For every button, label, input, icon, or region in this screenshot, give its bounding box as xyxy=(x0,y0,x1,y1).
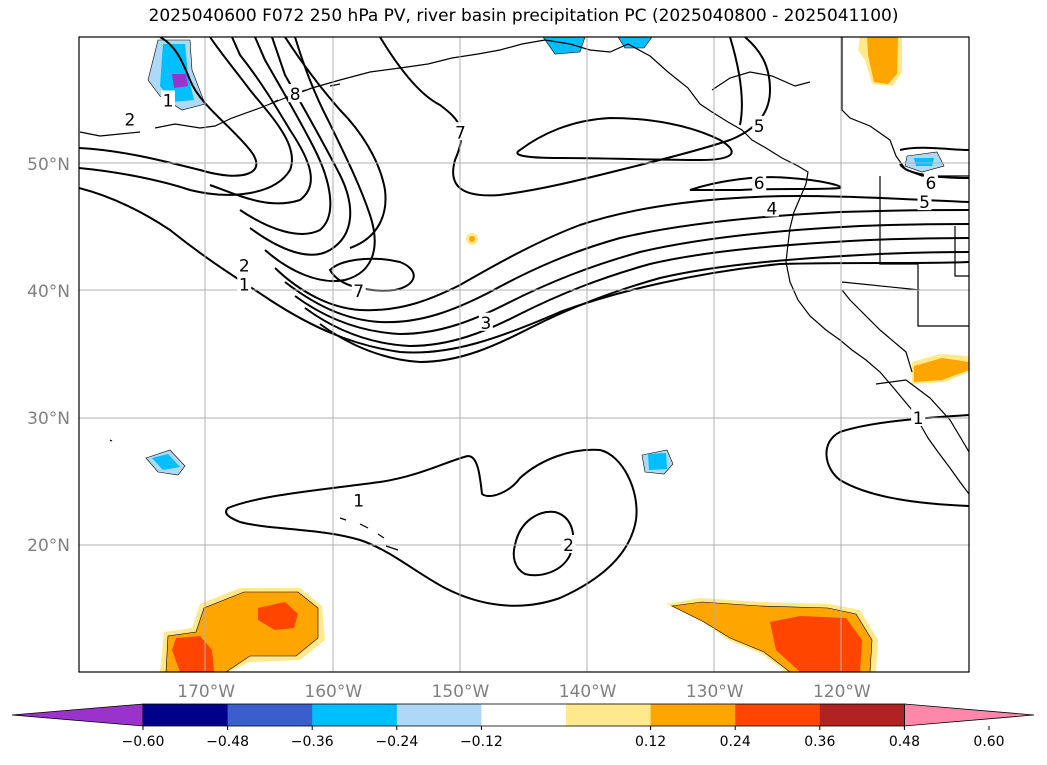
precip-neg-core xyxy=(172,74,188,88)
contour-label-bg xyxy=(237,274,252,293)
colorbar-segment xyxy=(735,704,821,726)
contour-label-bg xyxy=(478,312,493,331)
contour-label-bg xyxy=(237,255,252,274)
colorbar: −0.60 −0.48 −0.36 −0.24 −0.12 0.12 0.24 0.36 0.4… xyxy=(11,703,1035,750)
lon-tick-label: 170°W xyxy=(177,682,235,702)
lon-tick-label: 160°W xyxy=(304,682,362,702)
contour-label: 5 xyxy=(754,117,765,137)
contour-label: 1 xyxy=(353,492,364,512)
precip-neg-patch xyxy=(914,158,934,166)
map-frame xyxy=(78,36,970,673)
contour-label: 1 xyxy=(163,92,174,112)
contour-label-bg xyxy=(752,115,767,134)
colorbar-arrow-low xyxy=(11,703,144,727)
precipitation-shading xyxy=(145,37,969,672)
lon-tick-label: 120°W xyxy=(813,682,871,702)
colorbar-tick-label: −0.24 xyxy=(375,734,418,750)
colorbar-segment xyxy=(143,704,229,726)
colorbar-segment xyxy=(566,704,652,726)
colorbar-tick-label: 0.36 xyxy=(804,734,835,750)
contour-label-bg xyxy=(764,198,779,217)
lon-tick-label: 140°W xyxy=(559,682,617,702)
colorbar-tick-label: 0.60 xyxy=(973,734,1004,750)
precip-pos-patch xyxy=(469,236,475,242)
colorbar-tick-label: −0.60 xyxy=(122,734,165,750)
precip-pos-core xyxy=(258,602,298,630)
map-title: 2025040600 F072 250 hPa PV, river basin … xyxy=(148,6,899,26)
lon-tick-label: 130°W xyxy=(686,682,744,702)
contour-label-bg xyxy=(561,535,576,553)
colorbar-segment xyxy=(481,704,567,726)
contour-label: 8 xyxy=(290,85,301,105)
pv-contours xyxy=(79,37,969,607)
colorbar-tick-label: −0.12 xyxy=(460,734,503,750)
contour-label: 2 xyxy=(239,257,250,277)
contour-label-bg xyxy=(752,173,767,192)
contour-label: 5 xyxy=(919,193,930,213)
contour-label: 1 xyxy=(913,409,924,429)
contour-label: 6 xyxy=(754,174,765,194)
lat-tick-label: 30°N xyxy=(27,409,70,429)
colorbar-segment xyxy=(227,704,313,726)
contour-label-bg xyxy=(923,173,938,192)
colorbar-tick-label: 0.12 xyxy=(635,734,666,750)
colorbar-frame xyxy=(142,703,905,727)
colorbar-segment xyxy=(650,704,736,726)
contour-label: 6 xyxy=(925,174,936,194)
precip-pos-core xyxy=(172,636,214,672)
colorbar-arrow-high xyxy=(904,703,1035,727)
precip-neg-patch xyxy=(648,453,667,470)
contour-label: 2 xyxy=(563,536,574,556)
colorbar-segment xyxy=(396,704,482,726)
gridlines xyxy=(79,37,969,672)
contour-label: 3 xyxy=(480,314,491,334)
map-background xyxy=(79,37,969,672)
contour-label: 2 xyxy=(124,111,135,131)
contour-label-bg xyxy=(911,408,926,426)
lat-tick-label: 50°N xyxy=(27,155,70,175)
contour-label: 7 xyxy=(353,282,364,302)
contour-label-bg xyxy=(161,90,175,109)
precip-neg-patch xyxy=(152,454,180,470)
contour-label-bg xyxy=(917,192,932,211)
colorbar-tick-label: −0.48 xyxy=(206,734,249,750)
precip-pos-core xyxy=(770,616,862,672)
precip-neg-patch xyxy=(160,44,194,102)
contour-label-bg xyxy=(351,490,366,509)
contour-label: 4 xyxy=(767,199,778,219)
precip-pos-patch xyxy=(867,37,898,84)
longitude-labels: 170°W 160°W 150°W 140°W 130°W 120°W xyxy=(177,682,871,702)
contour-label-bg xyxy=(351,281,366,299)
contour-label-bg xyxy=(288,84,303,103)
precip-pos-patch xyxy=(914,358,969,382)
latitude-labels: 50°N 40°N 30°N 20°N xyxy=(27,155,70,556)
colorbar-segment xyxy=(312,704,398,726)
lat-tick-label: 40°N xyxy=(27,282,70,302)
colorbar-tick-label: 0.24 xyxy=(720,734,751,750)
colorbar-segment xyxy=(819,704,905,726)
colorbar-tick-label: −0.36 xyxy=(291,734,334,750)
lat-tick-label: 20°N xyxy=(27,536,70,556)
contour-label: 7 xyxy=(455,123,466,143)
coastlines xyxy=(79,37,969,551)
contour-label: 1 xyxy=(239,276,250,296)
lon-tick-label: 150°W xyxy=(432,682,490,702)
contour-label-bg xyxy=(122,109,137,128)
colorbar-tick-label: 0.48 xyxy=(889,734,920,750)
contour-label-bg xyxy=(453,122,468,141)
